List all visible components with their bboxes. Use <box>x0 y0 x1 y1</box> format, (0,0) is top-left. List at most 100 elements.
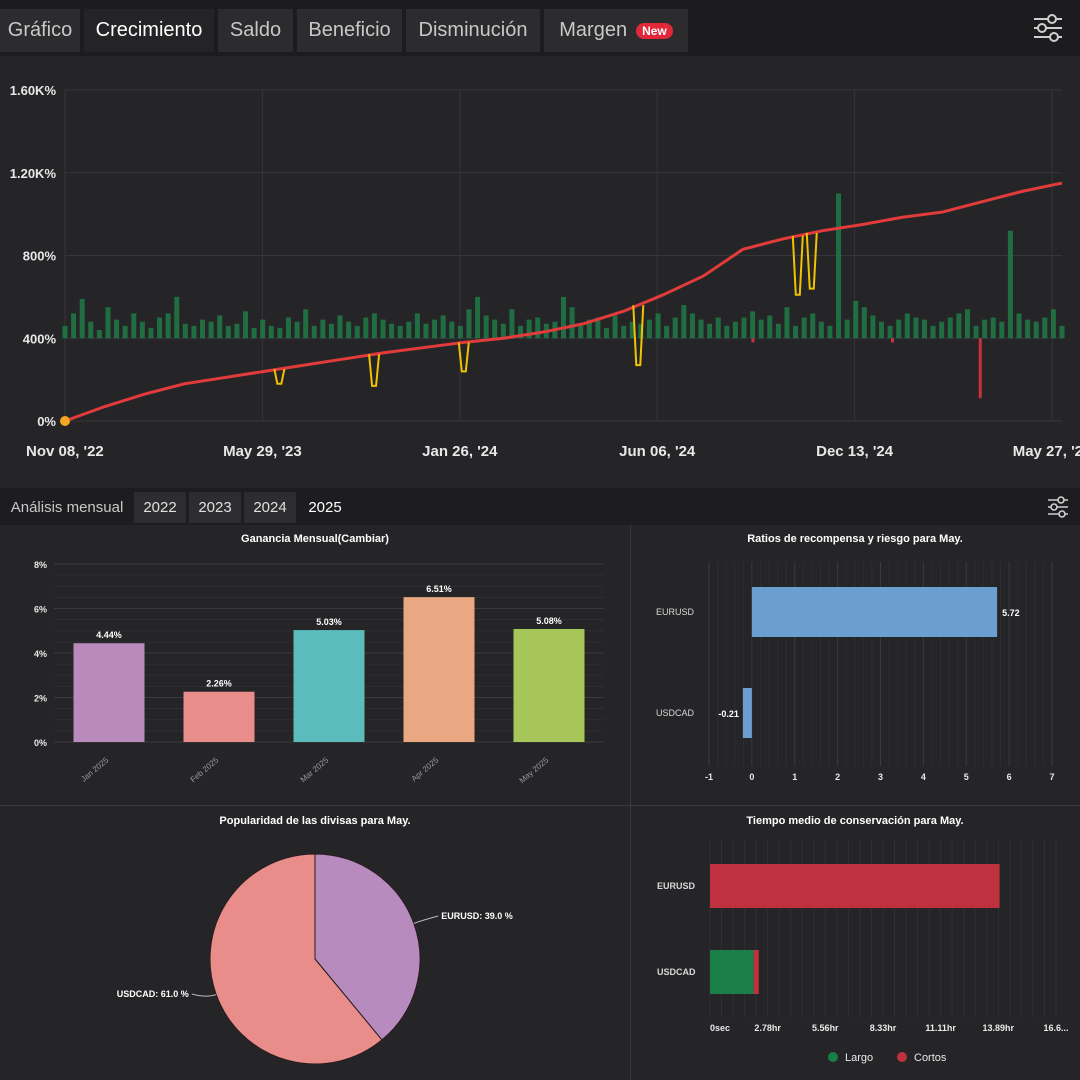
x-tick-label: May 2025 <box>518 755 551 785</box>
volume-bar-up <box>509 309 515 339</box>
data-label: -0.21 <box>718 709 739 719</box>
volume-bar-up <box>612 315 618 339</box>
volume-bar-up <box>174 296 180 339</box>
volume-bar-up <box>96 329 102 339</box>
legend-swatch <box>828 1052 838 1062</box>
tab-label: Disminución <box>418 19 528 41</box>
volume-bar-up <box>887 325 893 339</box>
drawdown-mark <box>457 342 470 373</box>
volume-bar-up <box>793 325 799 339</box>
volume-bar-up <box>715 317 721 339</box>
data-label: 5.03% <box>316 617 342 627</box>
volume-bar-up <box>320 319 326 339</box>
volume-bar-up <box>363 317 369 339</box>
volume-bar-up <box>260 319 266 339</box>
x-tick-label: Jan 26, '24 <box>422 443 498 460</box>
legend-label: Cortos <box>914 1052 947 1064</box>
y-tick-label: 8% <box>34 560 47 570</box>
chart-settings-button[interactable] <box>1028 10 1068 46</box>
analysis-settings-button[interactable] <box>1044 494 1072 520</box>
volume-bar-up <box>457 325 463 339</box>
x-tick-label: May 29, '23 <box>223 443 302 460</box>
tab-crecimiento[interactable]: Crecimiento <box>84 9 214 52</box>
volume-bar-up <box>569 307 575 339</box>
volume-bar-up <box>999 321 1005 339</box>
pie-slice <box>209 853 383 1065</box>
y-tick-label: 6% <box>34 605 47 615</box>
year-label: 2024 <box>253 499 287 516</box>
y-tick-label: USDCAD <box>656 708 695 718</box>
volume-bar-up <box>131 313 137 339</box>
x-tick-label: Jan 2025 <box>79 755 110 783</box>
volume-bar-up <box>389 323 395 339</box>
currency-popularity-chart: Popularidad de las divisas para May. EURU… <box>117 815 513 1065</box>
volume-bar-up <box>483 315 489 339</box>
volume-bar-up <box>466 309 472 339</box>
label-connector <box>191 993 217 997</box>
volume-bar-up <box>294 321 300 339</box>
x-tick-label: -1 <box>705 772 713 782</box>
panel-divider-vertical <box>630 525 631 1080</box>
x-tick-label: 0 <box>749 772 754 782</box>
chart-tab-bar: Gráfico Crecimiento Saldo Beneficio Dism… <box>0 0 1080 56</box>
year-tab-2024[interactable]: 2024 <box>244 492 296 523</box>
chart-title: Ganancia Mensual(Cambiar) <box>241 533 389 545</box>
volume-bar-up <box>311 325 317 339</box>
x-tick-label: 5.56hr <box>812 1023 839 1033</box>
y-tick-label: 0% <box>34 738 47 748</box>
volume-bar-up <box>707 323 713 339</box>
tab-grafico[interactable]: Gráfico <box>0 9 80 52</box>
data-label: 6.51% <box>426 584 452 594</box>
monthly-analysis-bar: Análisis mensual 2022 2023 2024 2025 <box>0 488 1080 525</box>
volume-bar-up <box>603 327 609 339</box>
volume-bar-up <box>157 317 163 339</box>
tab-saldo[interactable]: Saldo <box>218 9 293 52</box>
volume-bar-up <box>561 296 566 339</box>
bar <box>73 643 145 742</box>
volume-bar-up <box>440 315 446 339</box>
drawdown-mark <box>273 368 286 385</box>
sliders-icon <box>1034 14 1062 42</box>
volume-bar-up <box>475 296 481 339</box>
tab-disminucion[interactable]: Disminución <box>406 9 540 52</box>
tab-label: Beneficio <box>308 19 391 41</box>
volume-bar-up <box>913 317 919 339</box>
x-tick-label: 8.33hr <box>870 1023 897 1033</box>
bar <box>403 597 475 742</box>
tab-label: Saldo <box>229 19 282 41</box>
volume-bar-up <box>182 323 188 339</box>
x-tick-label: Jun 06, '24 <box>619 443 696 460</box>
x-tick-label: May 27, '25 <box>1013 443 1080 460</box>
tab-beneficio[interactable]: Beneficio <box>297 9 402 52</box>
volume-bar-up <box>844 319 850 339</box>
volume-bar-up <box>664 325 670 339</box>
bar <box>513 628 585 742</box>
chart-title: Tiempo medio de conservación para May. <box>746 815 963 827</box>
bar <box>751 587 998 637</box>
year-tab-2023[interactable]: 2023 <box>189 492 241 523</box>
volume-bar-up <box>234 323 240 339</box>
x-tick-label: 2.78hr <box>754 1023 781 1033</box>
volume-bar-up <box>105 307 111 339</box>
volume-bar-up <box>1059 325 1065 339</box>
year-tab-2022[interactable]: 2022 <box>134 492 186 523</box>
volume-bar-up <box>973 325 979 339</box>
volume-bar-up <box>1033 321 1039 339</box>
volume-bar-up <box>500 323 506 339</box>
volume-bar-up <box>62 325 68 339</box>
volume-bar-up <box>1050 309 1056 339</box>
x-tick-label: 7 <box>1049 772 1054 782</box>
volume-bar-up <box>655 313 661 339</box>
volume-bar-up <box>964 309 970 339</box>
tab-margen[interactable]: Margen New <box>544 9 688 52</box>
year-tab-2025[interactable]: 2025 <box>299 492 351 523</box>
drawdown-mark <box>805 232 818 290</box>
volume-bar-up <box>225 325 231 339</box>
volume-bar-up <box>818 321 824 339</box>
monthly-gain-chart: Ganancia Mensual(Cambiar) 0% 2% 4% 6% 8% 4.44%… <box>34 533 604 785</box>
volume-bar-up <box>423 323 429 339</box>
y-tick-label: 1.20K% <box>10 166 57 181</box>
tab-label: Crecimiento <box>95 19 203 41</box>
bar-segment <box>710 864 1000 908</box>
growth-chart: 0% 400% 800% 1.20K% 1.60K% Nov 08, '22 May 29,… <box>10 83 1080 460</box>
